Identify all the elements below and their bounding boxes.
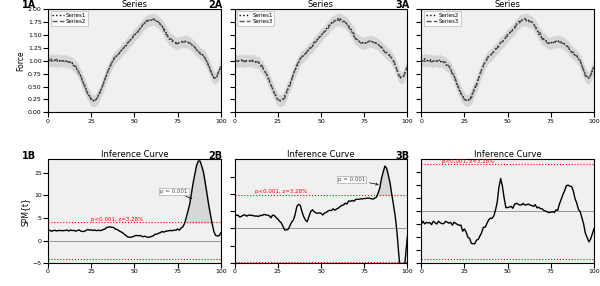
Series2	[523, 17, 530, 21]
Text: 1A: 1A	[22, 0, 37, 10]
Series3	[243, 59, 250, 63]
Series1	[125, 39, 133, 42]
Series2	[499, 40, 506, 43]
Line: Series1: Series1	[48, 19, 221, 101]
Line: Series1: Series1	[235, 19, 407, 101]
Series2	[178, 40, 185, 44]
Series2	[542, 38, 549, 42]
Series2	[551, 40, 558, 44]
Text: 3A: 3A	[395, 0, 410, 10]
Series3	[418, 59, 425, 62]
Text: p<0.001, z=3.28%: p<0.001, z=3.28%	[91, 217, 143, 222]
Series3	[521, 17, 529, 20]
Series1	[404, 66, 411, 69]
Series3	[430, 59, 437, 63]
Text: p<0.001, z=3.28%: p<0.001, z=3.28%	[256, 189, 308, 194]
Series3	[525, 21, 532, 24]
Series3	[231, 59, 238, 62]
Series2	[461, 97, 468, 100]
Series2	[525, 19, 532, 22]
Series1	[312, 39, 319, 42]
Series2	[125, 40, 133, 43]
Series3	[364, 40, 371, 44]
Series3	[276, 99, 283, 102]
Series2	[152, 19, 159, 22]
Series3	[312, 40, 319, 44]
Text: p = 0.001: p = 0.001	[160, 189, 191, 199]
Series2	[44, 59, 52, 62]
Series3	[338, 21, 346, 24]
Series2	[464, 99, 472, 102]
Series3	[499, 40, 506, 44]
Series1	[217, 66, 224, 69]
Series1	[44, 58, 52, 61]
Series2	[590, 65, 598, 68]
Series2	[217, 65, 224, 68]
Series1	[169, 39, 176, 43]
Series1	[364, 40, 371, 43]
Series2	[169, 38, 176, 42]
Y-axis label: Force: Force	[16, 50, 25, 71]
Series1	[56, 59, 64, 63]
Series3	[274, 98, 281, 101]
Text: 1B: 1B	[22, 151, 36, 161]
Title: Inference Curve: Inference Curve	[474, 150, 541, 159]
Line: Series3: Series3	[421, 18, 594, 100]
Series3	[590, 65, 598, 68]
Line: Series2: Series2	[421, 19, 594, 101]
Y-axis label: SPM{t}: SPM{t}	[21, 197, 30, 226]
Series3	[404, 65, 411, 68]
Series1	[88, 98, 95, 102]
Series1	[243, 59, 250, 63]
Series2	[150, 17, 157, 21]
Series1	[178, 40, 185, 43]
Series1	[337, 17, 344, 21]
Series3	[461, 98, 468, 101]
Legend: Series1, Series3: Series1, Series3	[238, 11, 274, 26]
Series3	[335, 17, 342, 20]
Title: Inference Curve: Inference Curve	[287, 150, 355, 159]
Series3	[355, 40, 362, 43]
Series1	[231, 58, 238, 61]
Series2	[418, 59, 425, 62]
Series1	[274, 98, 281, 102]
Series3	[542, 40, 549, 43]
Series3	[551, 40, 558, 44]
Text: p = 0.001: p = 0.001	[338, 177, 378, 185]
Title: Series: Series	[121, 0, 148, 9]
Title: Series: Series	[308, 0, 334, 9]
Series1	[150, 17, 157, 21]
Series2	[430, 59, 437, 63]
Legend: Series1, Series2: Series1, Series2	[51, 11, 88, 26]
Text: p<0.001, z=3.28%: p<0.001, z=3.28%	[442, 159, 494, 164]
Text: 3B: 3B	[395, 151, 409, 161]
Series2	[88, 97, 95, 100]
Series1	[338, 18, 346, 21]
Title: Inference Curve: Inference Curve	[101, 150, 168, 159]
Text: 2B: 2B	[209, 151, 223, 161]
Series2	[56, 59, 64, 63]
Series1	[278, 99, 285, 103]
Text: 2A: 2A	[209, 0, 223, 10]
Legend: Series2, Series3: Series2, Series3	[424, 11, 461, 26]
Line: Series3: Series3	[235, 18, 407, 100]
Series1	[355, 39, 362, 43]
Title: Series: Series	[494, 0, 521, 9]
Series3	[463, 99, 470, 102]
Series2	[91, 99, 98, 102]
Series1	[91, 99, 98, 103]
Series1	[152, 18, 159, 21]
Line: Series2: Series2	[48, 19, 221, 101]
